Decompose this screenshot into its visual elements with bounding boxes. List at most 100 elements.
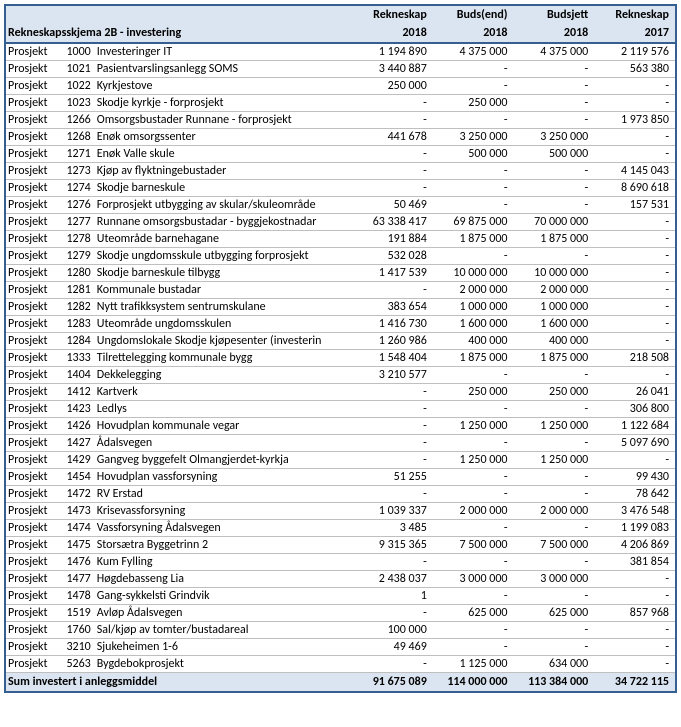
row-val-2: 500 000 (433, 146, 514, 163)
row-num: 1404 (58, 367, 94, 384)
row-val-4: - (594, 333, 675, 350)
row-type: Prosjekt (6, 520, 58, 537)
row-desc: Ungdomslokale Skodje kjøpesenter (invest… (95, 333, 352, 350)
row-type: Prosjekt (6, 452, 58, 469)
row-val-1: 1 (352, 588, 433, 605)
row-val-2: 2 000 000 (433, 503, 514, 520)
row-val-1: 532 028 (352, 248, 433, 265)
row-type: Prosjekt (6, 299, 58, 316)
row-num: 1426 (58, 418, 94, 435)
row-type: Prosjekt (6, 554, 58, 571)
row-val-2: 7 500 000 (433, 537, 514, 554)
row-num: 1284 (58, 333, 94, 350)
row-val-1: - (352, 418, 433, 435)
row-type: Prosjekt (6, 639, 58, 656)
row-val-2: - (433, 248, 514, 265)
row-val-2: 1 125 000 (433, 656, 514, 673)
row-val-3: - (514, 469, 595, 486)
row-desc: Kyrkjestove (95, 78, 352, 95)
col-header-3b: 2018 (514, 24, 595, 43)
row-val-3: 1 875 000 (514, 350, 595, 367)
row-val-2: 4 375 000 (433, 43, 514, 61)
row-val-2: - (433, 78, 514, 95)
row-num: 1454 (58, 469, 94, 486)
row-val-4: - (594, 248, 675, 265)
table-row: Prosjekt1023Skodje kyrkje - forprosjekt-… (6, 95, 675, 112)
row-num: 1473 (58, 503, 94, 520)
row-val-4: 1 122 684 (594, 418, 675, 435)
row-val-2: - (433, 520, 514, 537)
row-type: Prosjekt (6, 622, 58, 639)
row-val-4: - (594, 265, 675, 282)
row-desc: Ådalsvegen (95, 435, 352, 452)
row-type: Prosjekt (6, 129, 58, 146)
row-num: 1475 (58, 537, 94, 554)
row-val-3: - (514, 197, 595, 214)
row-val-4: 5 097 690 (594, 435, 675, 452)
investment-table: Rekneskap Buds(end) Budsjett Rekneskap R… (6, 6, 675, 691)
row-val-3: 625 000 (514, 605, 595, 622)
row-num: 5263 (58, 656, 94, 673)
row-desc: Pasientvarslingsanlegg SOMS (95, 61, 352, 78)
row-val-4: - (594, 316, 675, 333)
row-val-1: 1 039 337 (352, 503, 433, 520)
table-row: Prosjekt1760Sal/kjøp av tomter/bustadare… (6, 622, 675, 639)
row-val-3: 1 250 000 (514, 418, 595, 435)
row-val-3: - (514, 248, 595, 265)
row-desc: Investeringer IT (95, 43, 352, 61)
row-val-2: - (433, 112, 514, 129)
row-num: 1423 (58, 401, 94, 418)
row-val-4: 1 199 083 (594, 520, 675, 537)
row-type: Prosjekt (6, 350, 58, 367)
row-num: 1266 (58, 112, 94, 129)
row-val-1: - (352, 435, 433, 452)
row-val-1: 1 416 730 (352, 316, 433, 333)
table-row: Prosjekt1427Ådalsvegen---5 097 690 (6, 435, 675, 452)
row-val-2: 3 000 000 (433, 571, 514, 588)
row-type: Prosjekt (6, 265, 58, 282)
row-type: Prosjekt (6, 571, 58, 588)
row-val-2: 1 000 000 (433, 299, 514, 316)
row-val-2: 69 875 000 (433, 214, 514, 231)
row-val-4: 857 968 (594, 605, 675, 622)
row-val-4: 563 380 (594, 61, 675, 78)
table-row: Prosjekt1021Pasientvarslingsanlegg SOMS3… (6, 61, 675, 78)
row-val-2: - (433, 622, 514, 639)
row-num: 1268 (58, 129, 94, 146)
row-val-4: 306 800 (594, 401, 675, 418)
row-val-1: 250 000 (352, 78, 433, 95)
row-val-2: - (433, 486, 514, 503)
row-val-2: - (433, 163, 514, 180)
row-type: Prosjekt (6, 163, 58, 180)
row-desc: Runnane omsorgsbustadar - byggjekostnada… (95, 214, 352, 231)
row-val-4: - (594, 622, 675, 639)
row-desc: Høgdebasseng Lia (95, 571, 352, 588)
row-val-4: - (594, 129, 675, 146)
table-row: Prosjekt1022Kyrkjestove250 000--- (6, 78, 675, 95)
row-val-4: - (594, 639, 675, 656)
row-desc: Kum Fylling (95, 554, 352, 571)
row-num: 1271 (58, 146, 94, 163)
row-num: 1277 (58, 214, 94, 231)
row-val-3: - (514, 163, 595, 180)
row-type: Prosjekt (6, 333, 58, 350)
row-val-1: 51 255 (352, 469, 433, 486)
table-row: Prosjekt1476Kum Fylling---381 854 (6, 554, 675, 571)
row-val-1: - (352, 146, 433, 163)
row-val-3: 1 000 000 (514, 299, 595, 316)
row-val-3: - (514, 61, 595, 78)
row-val-1: - (352, 656, 433, 673)
row-type: Prosjekt (6, 418, 58, 435)
row-num: 1478 (58, 588, 94, 605)
table-row: Prosjekt1276Forprosjekt utbygging av sku… (6, 197, 675, 214)
row-val-3: - (514, 112, 595, 129)
row-num: 1429 (58, 452, 94, 469)
row-val-4: 4 145 043 (594, 163, 675, 180)
row-desc: Storsætra Byggetrinn 2 (95, 537, 352, 554)
row-val-1: 1 417 539 (352, 265, 433, 282)
table-row: Prosjekt1472RV Erstad---78 642 (6, 486, 675, 503)
row-type: Prosjekt (6, 231, 58, 248)
table-row: Prosjekt1454Hovudplan vassforsyning51 25… (6, 469, 675, 486)
table-row: Prosjekt1423Ledlys---306 800 (6, 401, 675, 418)
row-num: 1283 (58, 316, 94, 333)
